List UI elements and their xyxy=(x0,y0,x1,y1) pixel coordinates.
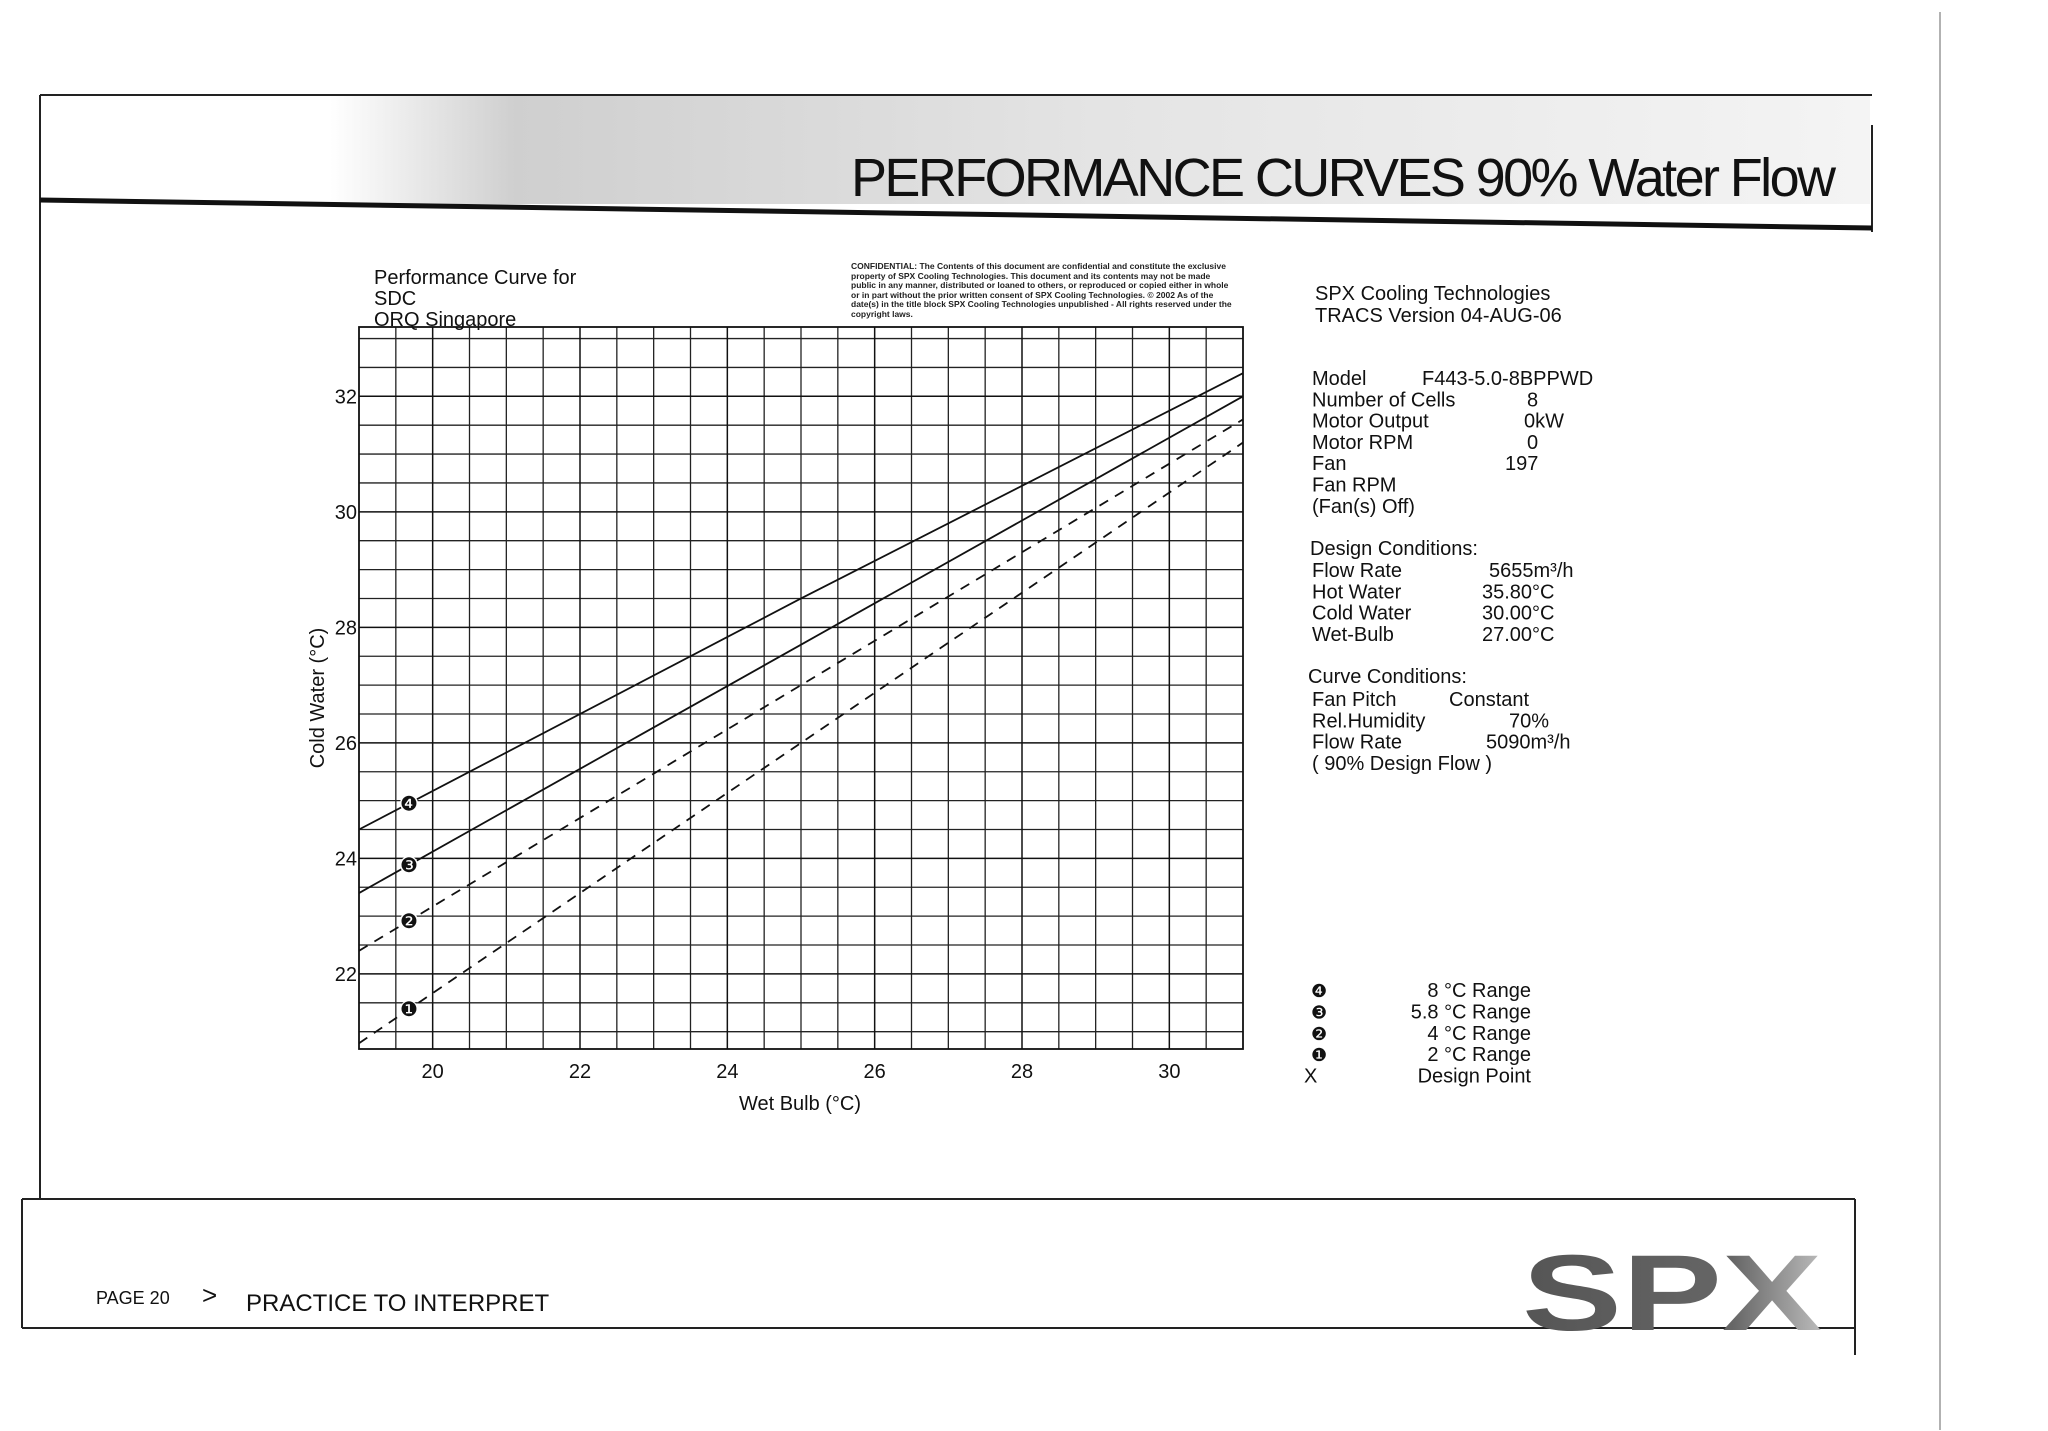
section-title: Curve Conditions: xyxy=(1308,666,1467,688)
legend-label: 4 °C Range xyxy=(1427,1023,1531,1045)
confidential-note: CONFIDENTIAL: The Contents of this docum… xyxy=(851,261,1232,319)
logo: SPX xyxy=(1522,1232,1822,1353)
legend-symbol: ❶ xyxy=(1311,1045,1327,1065)
series-line xyxy=(358,372,1244,831)
chart-caption: Performance Curve for xyxy=(374,267,577,289)
x-tick-label: 30 xyxy=(1158,1061,1180,1083)
info-label: Motor Output xyxy=(1312,411,1429,433)
chart-caption: SDC xyxy=(374,288,416,310)
info-value: Constant xyxy=(1449,689,1529,711)
plot-border xyxy=(358,326,1244,1050)
info-value: 8 xyxy=(1527,389,1538,411)
symbol-bg xyxy=(400,1000,418,1019)
legend-label: 8 °C Range xyxy=(1427,980,1531,1002)
legend-label: 2 °C Range xyxy=(1427,1044,1531,1066)
series-symbol: ❶ xyxy=(400,999,418,1021)
info-label: Fan xyxy=(1312,453,1346,475)
info-label: Flow Rate xyxy=(1312,732,1402,754)
header-band xyxy=(330,96,1870,204)
legend-symbol: ❹ xyxy=(1311,981,1327,1001)
series-symbol: ❹ xyxy=(400,793,418,815)
legend-symbol: ❸ xyxy=(1311,1002,1327,1022)
series-line xyxy=(358,441,1244,1044)
info-label: Hot Water xyxy=(1312,581,1402,603)
y-tick-label: 24 xyxy=(335,848,357,870)
x-tick-label: 22 xyxy=(569,1061,591,1083)
series-line xyxy=(358,395,1244,894)
y-tick-label: 26 xyxy=(335,733,357,755)
section-name: PRACTICE TO INTERPRET xyxy=(246,1290,549,1317)
legend-symbol: X xyxy=(1304,1066,1317,1088)
version: TRACS Version 04-AUG-06 xyxy=(1315,305,1562,327)
info-label: ( 90% Design Flow ) xyxy=(1312,753,1492,775)
x-tick-label: 28 xyxy=(1011,1061,1033,1083)
info-label: Model xyxy=(1312,368,1366,390)
company: SPX Cooling Technologies xyxy=(1315,283,1550,305)
info-value: 5655m³/h xyxy=(1489,560,1574,582)
info-value: 70% xyxy=(1509,710,1549,732)
legend-label: Design Point xyxy=(1418,1066,1532,1088)
series-line xyxy=(358,418,1244,952)
y-tick-label: 32 xyxy=(335,386,357,408)
info-label: Number of Cells xyxy=(1312,389,1455,411)
info-value: 35.80°C xyxy=(1482,581,1555,603)
x-tick-label: 26 xyxy=(864,1061,886,1083)
separator: > xyxy=(202,1280,217,1310)
page-title: PERFORMANCE CURVES 90% Water Flow xyxy=(851,148,1837,208)
legend-label: 5.8 °C Range xyxy=(1411,1001,1531,1023)
y-tick-label: 28 xyxy=(335,617,357,639)
info-value: 30.00°C xyxy=(1482,603,1555,625)
symbol-bg xyxy=(400,855,418,874)
info-value: 0 xyxy=(1527,432,1538,454)
section-title: Design Conditions: xyxy=(1310,538,1478,560)
symbol-bg xyxy=(400,794,418,813)
info-value: 197 xyxy=(1505,453,1538,475)
chart-caption: ORQ Singapore xyxy=(374,309,516,331)
y-tick-label: 30 xyxy=(335,502,357,524)
info-label: Flow Rate xyxy=(1312,560,1402,582)
legend-symbol: ❷ xyxy=(1311,1024,1327,1044)
info-label: (Fan(s) Off) xyxy=(1312,496,1415,518)
info-value: 5090m³/h xyxy=(1486,732,1571,754)
x-tick-label: 20 xyxy=(422,1061,444,1083)
info-label: Rel.Humidity xyxy=(1312,710,1425,732)
x-tick-label: 24 xyxy=(716,1061,738,1083)
x-axis-title: Wet Bulb (°C) xyxy=(739,1093,861,1115)
header-rule xyxy=(39,197,1873,231)
info-label: Fan RPM xyxy=(1312,475,1396,497)
series-symbol: ❷ xyxy=(400,911,418,933)
info-label: Cold Water xyxy=(1312,603,1412,625)
symbol-bg xyxy=(400,911,418,930)
series-symbol: ❸ xyxy=(400,855,418,877)
info-label: Wet-Bulb xyxy=(1312,624,1394,646)
y-tick-label: 22 xyxy=(335,964,357,986)
page-number: PAGE 20 xyxy=(96,1288,170,1308)
y-axis-title: Cold Water (°C) xyxy=(307,628,329,769)
info-value: 27.00°C xyxy=(1482,624,1555,646)
info-label: Motor RPM xyxy=(1312,432,1413,454)
info-value: 0kW xyxy=(1524,411,1564,433)
info-label: Fan Pitch xyxy=(1312,689,1396,711)
info-value: F443-5.0-8BPPWD xyxy=(1422,368,1593,390)
